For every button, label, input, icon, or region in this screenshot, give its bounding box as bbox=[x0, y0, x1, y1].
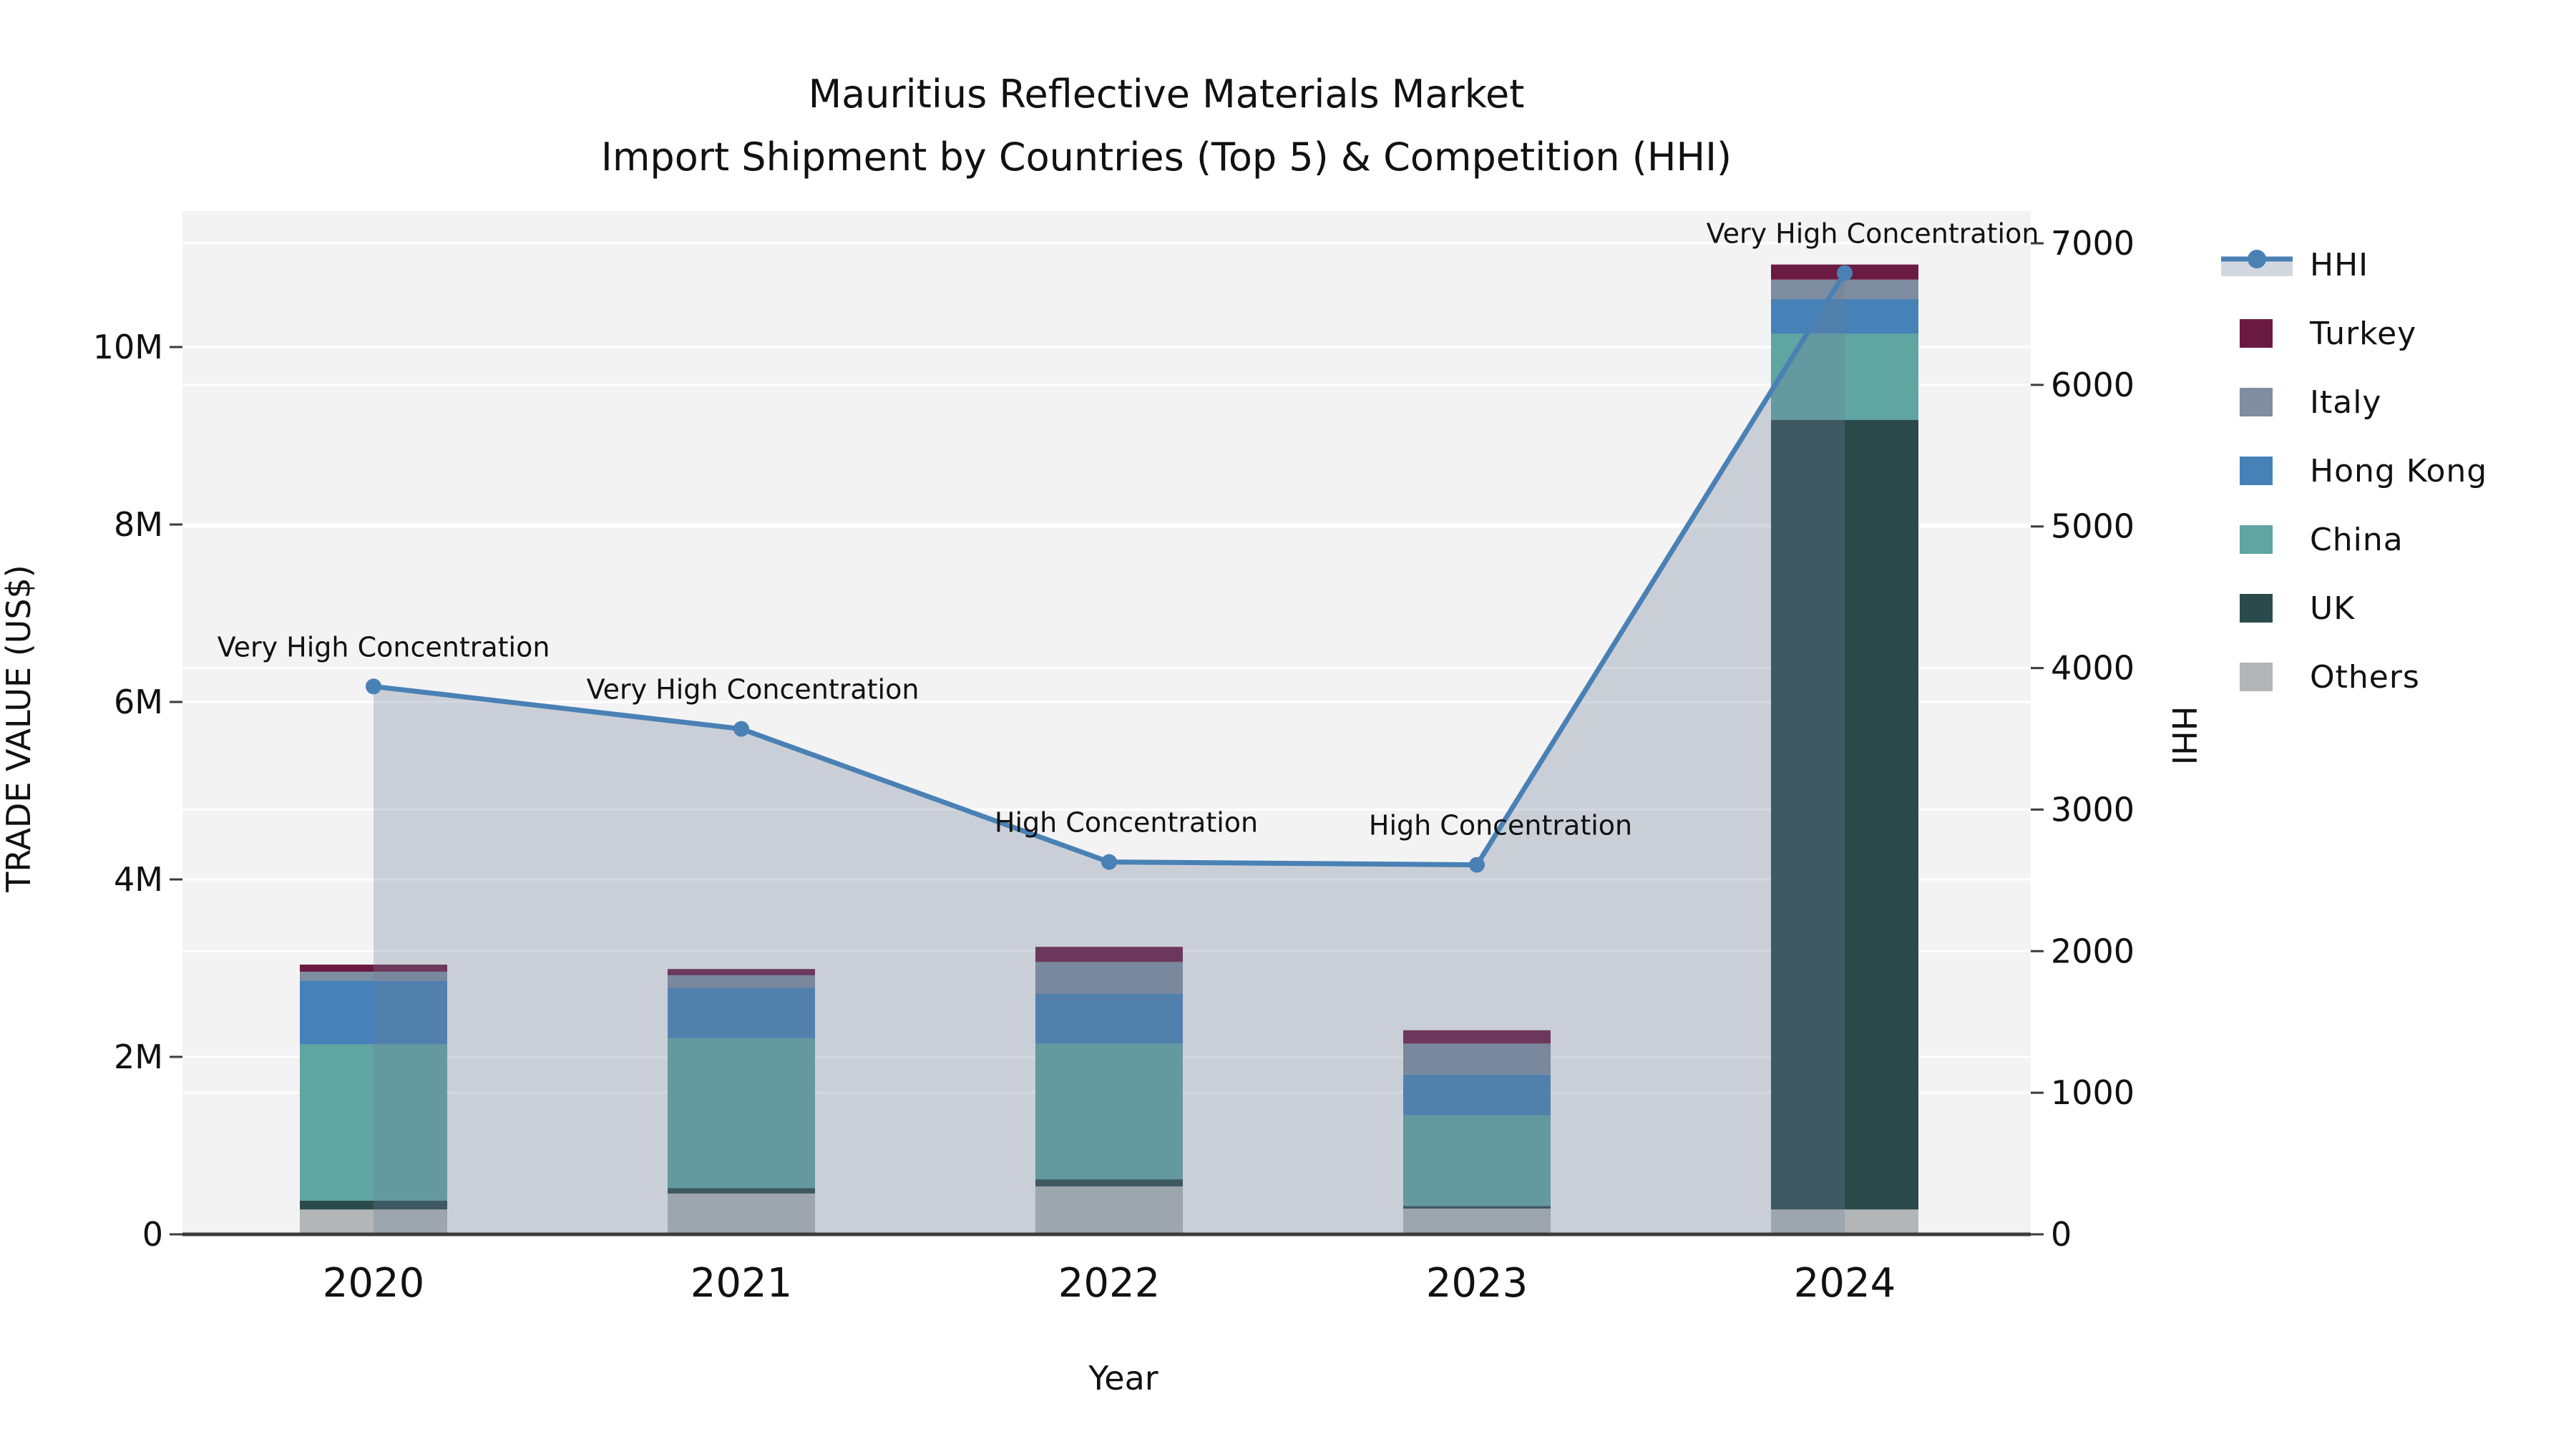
right-tick-label: 7000 bbox=[2051, 224, 2135, 263]
x-tick-label: 2020 bbox=[323, 1260, 425, 1307]
x-tick-label: 2024 bbox=[1794, 1260, 1896, 1307]
bar-segment-hong-kong bbox=[300, 980, 447, 1045]
chart-title-line2: Import Shipment by Countries (Top 5) & C… bbox=[601, 135, 1732, 180]
legend-color-swatch bbox=[2240, 319, 2273, 348]
legend-item-label: Italy bbox=[2310, 384, 2381, 421]
right-tick-label: 2000 bbox=[2051, 932, 2135, 970]
legend-item-others[interactable]: Others bbox=[2240, 659, 2420, 696]
legend-item-italy[interactable]: Italy bbox=[2240, 384, 2381, 421]
legend-item-label: China bbox=[2310, 522, 2404, 558]
legend-item-turkey[interactable]: Turkey bbox=[2240, 316, 2416, 352]
concentration-annotation: Very High Concentration bbox=[587, 674, 919, 706]
bar-segment-uk bbox=[668, 1188, 815, 1194]
bar-segment-others bbox=[1035, 1186, 1183, 1234]
legend-hhi-marker-sample bbox=[2248, 250, 2266, 268]
bar-segment-uk bbox=[300, 1200, 447, 1210]
legend-item-label: HHI bbox=[2310, 247, 2368, 283]
hhi-area-path bbox=[374, 273, 1845, 1233]
bar-segment-china bbox=[1403, 1115, 1551, 1206]
bar-segment-hong-kong bbox=[668, 987, 815, 1038]
bar-segment-turkey bbox=[1035, 947, 1183, 962]
right-tick-label: 4000 bbox=[2051, 649, 2135, 688]
right-tick-label: 3000 bbox=[2051, 790, 2135, 829]
hhi-marker bbox=[366, 678, 381, 695]
bar-segment-china bbox=[1035, 1043, 1183, 1180]
left-tick-label: 8M bbox=[114, 505, 163, 544]
bar-segment-italy bbox=[1771, 279, 1918, 300]
bar-segment-hong-kong bbox=[1771, 299, 1918, 334]
bar-segment-uk bbox=[1035, 1179, 1183, 1187]
bar-segment-hong-kong bbox=[1035, 993, 1183, 1044]
right-tick-label: 5000 bbox=[2051, 507, 2135, 546]
left-tick-label: 2M bbox=[114, 1038, 163, 1076]
bar-segment-uk bbox=[1771, 419, 1918, 1210]
hhi-marker bbox=[733, 721, 749, 737]
left-tick-label: 6M bbox=[114, 683, 163, 721]
bar-segment-turkey bbox=[1403, 1030, 1551, 1044]
hhi-marker bbox=[1837, 265, 1853, 281]
left-tick-label: 4M bbox=[114, 860, 163, 899]
legend-item-hhi[interactable]: HHI bbox=[2221, 247, 2368, 283]
hhi-marker bbox=[1469, 857, 1485, 873]
bar-segment-others bbox=[1403, 1209, 1551, 1234]
legend-color-swatch bbox=[2240, 663, 2273, 691]
x-axis-ticks: 2020 2021 2022 2023 2024 bbox=[323, 1260, 1896, 1307]
chart-title-line1: Mauritius Reflective Materials Market bbox=[809, 72, 1525, 117]
concentration-annotation: High Concentration bbox=[995, 807, 1258, 839]
hhi-annotations: Very High Concentration Very High Concent… bbox=[218, 218, 2039, 841]
x-axis-title: Year bbox=[1088, 1359, 1158, 1397]
left-tick-label: 10M bbox=[93, 328, 163, 366]
x-tick-label: 2021 bbox=[691, 1260, 793, 1307]
bar-segment-italy bbox=[1403, 1043, 1551, 1075]
legend-item-label: UK bbox=[2310, 590, 2355, 627]
hhi-line bbox=[366, 265, 1853, 873]
bar-segment-italy bbox=[668, 975, 815, 988]
bar-segment-uk bbox=[1403, 1206, 1551, 1209]
bar-segment-turkey bbox=[300, 965, 447, 972]
bar-segment-china bbox=[300, 1044, 447, 1201]
bar-segment-hong-kong bbox=[1403, 1074, 1551, 1116]
concentration-annotation: Very High Concentration bbox=[1707, 218, 2039, 250]
legend-item-label: Others bbox=[2310, 659, 2420, 696]
bar-segment-others bbox=[668, 1193, 815, 1234]
bar-segment-italy bbox=[1035, 962, 1183, 994]
bar-segment-italy bbox=[300, 971, 447, 981]
bar-segment-china bbox=[668, 1038, 815, 1189]
stacked-bars bbox=[300, 264, 1918, 1234]
legend-color-swatch bbox=[2240, 525, 2273, 554]
legend-item-china[interactable]: China bbox=[2240, 522, 2404, 558]
legend-item-label: Turkey bbox=[2309, 316, 2416, 352]
bar-segment-others bbox=[300, 1209, 447, 1234]
legend-color-swatch bbox=[2240, 388, 2273, 416]
bar-segment-others bbox=[1771, 1209, 1918, 1234]
right-tick-label: 0 bbox=[2051, 1215, 2072, 1254]
x-tick-label: 2022 bbox=[1058, 1260, 1161, 1307]
bar-segment-turkey bbox=[668, 969, 815, 975]
right-axis-title: HHI bbox=[2165, 706, 2203, 766]
concentration-annotation: High Concentration bbox=[1369, 810, 1632, 841]
legend-item-label: Hong Kong bbox=[2310, 453, 2487, 489]
x-tick-label: 2023 bbox=[1426, 1260, 1528, 1307]
concentration-annotation: Very High Concentration bbox=[218, 631, 550, 663]
right-tick-label: 1000 bbox=[2051, 1073, 2135, 1112]
right-tick-label: 6000 bbox=[2051, 366, 2135, 404]
hhi-marker bbox=[1101, 854, 1117, 870]
legend: HHI Turkey Italy Hong Kong China UK Others bbox=[2221, 247, 2487, 696]
left-tick-label: 0 bbox=[142, 1215, 163, 1254]
left-axis-ticks: 0 2M 4M 6M 8M 10M bbox=[93, 328, 182, 1254]
left-axis-title: TRADE VALUE (US$) bbox=[0, 565, 38, 892]
legend-color-swatch bbox=[2240, 594, 2273, 623]
hhi-area-fill bbox=[374, 273, 1845, 1233]
right-axis-ticks: 0 1000 2000 3000 4000 5000 6000 7000 bbox=[2031, 224, 2135, 1254]
legend-color-swatch bbox=[2240, 457, 2273, 485]
legend-item-uk[interactable]: UK bbox=[2240, 590, 2355, 627]
legend-item-hong-kong[interactable]: Hong Kong bbox=[2240, 453, 2487, 489]
